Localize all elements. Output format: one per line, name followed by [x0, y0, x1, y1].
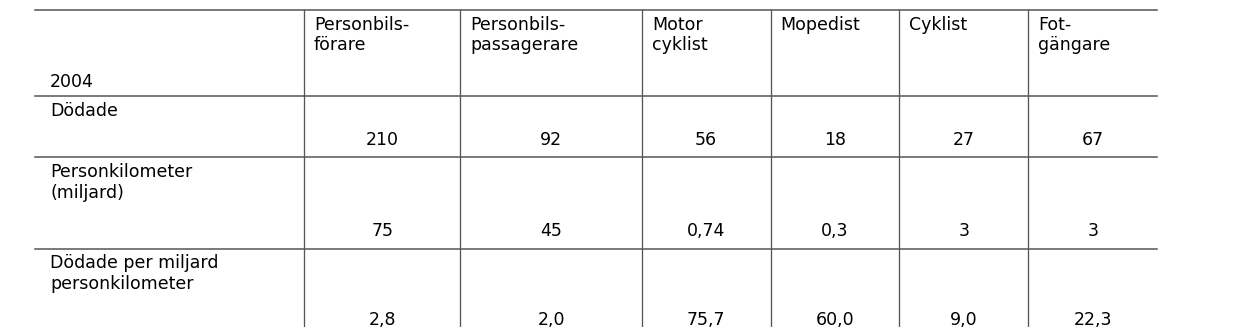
Text: 18: 18	[824, 131, 846, 149]
Text: 75: 75	[372, 222, 393, 240]
Text: 210: 210	[365, 131, 399, 149]
Text: Dödade: Dödade	[50, 102, 118, 120]
Text: 27: 27	[953, 131, 975, 149]
Text: 0,74: 0,74	[687, 222, 726, 240]
Text: 0,3: 0,3	[822, 222, 848, 240]
Text: Personbils-
förare: Personbils- förare	[314, 16, 409, 55]
Text: Personkilometer
(miljard): Personkilometer (miljard)	[50, 163, 193, 202]
Text: 22,3: 22,3	[1073, 311, 1112, 327]
Text: 92: 92	[540, 131, 562, 149]
Text: 2004: 2004	[50, 73, 94, 91]
Text: 3: 3	[1087, 222, 1098, 240]
Text: Cyklist: Cyklist	[909, 16, 967, 34]
Text: 2,0: 2,0	[538, 311, 564, 327]
Text: Motor
cyklist: Motor cyklist	[652, 16, 707, 55]
Text: 2,8: 2,8	[369, 311, 395, 327]
Text: 3: 3	[958, 222, 970, 240]
Text: Fot-
gängare: Fot- gängare	[1038, 16, 1111, 55]
Text: 60,0: 60,0	[816, 311, 854, 327]
Text: Personbils-
passagerare: Personbils- passagerare	[470, 16, 579, 55]
Text: 45: 45	[540, 222, 562, 240]
Text: 67: 67	[1082, 131, 1103, 149]
Text: 75,7: 75,7	[687, 311, 726, 327]
Text: 56: 56	[696, 131, 717, 149]
Text: 9,0: 9,0	[950, 311, 978, 327]
Text: Mopedist: Mopedist	[781, 16, 861, 34]
Text: Dödade per miljard
personkilometer: Dödade per miljard personkilometer	[50, 254, 219, 293]
